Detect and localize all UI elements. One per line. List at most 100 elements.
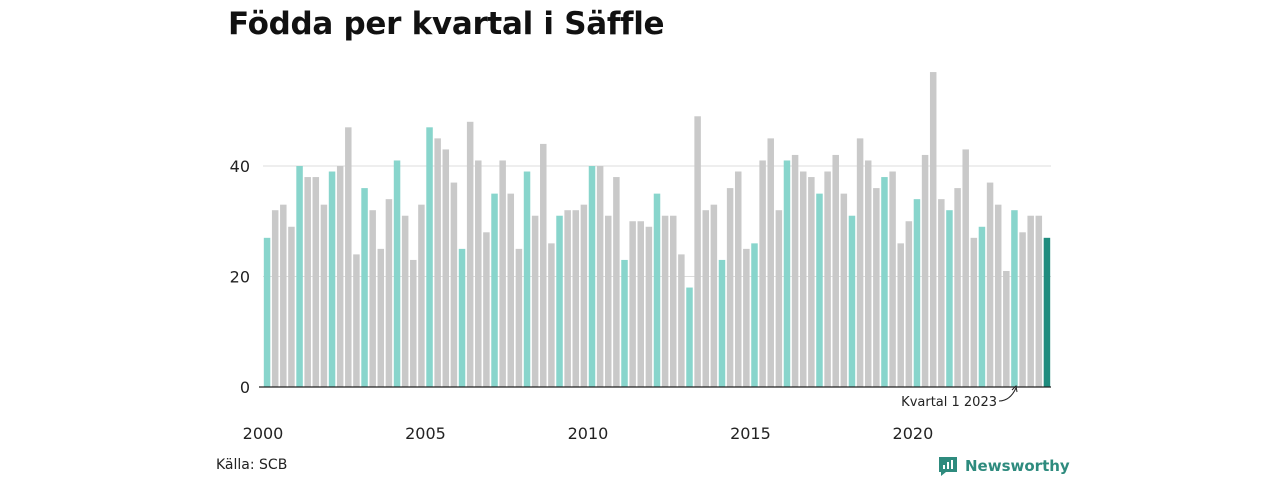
bar bbox=[824, 171, 831, 387]
bar bbox=[929, 72, 937, 387]
bar bbox=[613, 177, 620, 387]
source-note: Källa: SCB bbox=[216, 457, 288, 473]
bar bbox=[1043, 237, 1051, 387]
bar bbox=[661, 215, 669, 387]
bar bbox=[751, 243, 758, 387]
x-tick-label: 2000 bbox=[243, 424, 284, 443]
x-tick-label: 2005 bbox=[405, 424, 446, 443]
bar bbox=[759, 160, 766, 387]
bar bbox=[410, 259, 417, 388]
bar bbox=[848, 215, 856, 387]
bar bbox=[783, 160, 791, 387]
bar bbox=[596, 166, 604, 387]
bar bbox=[889, 171, 896, 387]
bar bbox=[921, 154, 929, 387]
bar bbox=[385, 199, 393, 387]
bar bbox=[678, 254, 685, 387]
bar bbox=[320, 204, 328, 387]
bar bbox=[864, 160, 872, 387]
bar bbox=[791, 154, 799, 387]
bar bbox=[637, 221, 644, 387]
bar bbox=[475, 160, 482, 387]
bar bbox=[491, 193, 498, 388]
bar bbox=[799, 171, 807, 387]
bar bbox=[304, 177, 311, 387]
bar bbox=[540, 143, 547, 387]
bar bbox=[710, 204, 718, 387]
bar bbox=[743, 248, 750, 388]
annotation: Kvartal 1 2023 bbox=[901, 384, 1018, 410]
bar bbox=[296, 166, 303, 387]
bar bbox=[686, 287, 693, 387]
bar bbox=[970, 237, 978, 387]
bar bbox=[588, 166, 596, 387]
bar bbox=[775, 210, 783, 387]
bar bbox=[312, 177, 320, 387]
bar bbox=[483, 232, 490, 387]
bar bbox=[548, 243, 555, 387]
bar bbox=[1011, 210, 1018, 387]
bar bbox=[986, 182, 994, 387]
bar bbox=[938, 199, 945, 387]
bar bbox=[978, 226, 986, 387]
bar bbox=[515, 248, 523, 388]
bar bbox=[499, 160, 506, 387]
bar bbox=[856, 138, 864, 387]
bar bbox=[605, 215, 612, 387]
bar bbox=[881, 177, 888, 387]
bar bbox=[670, 215, 677, 387]
bar bbox=[369, 210, 376, 387]
annotation-label: Kvartal 1 2023 bbox=[901, 395, 997, 410]
chart-title: Födda per kvartal i Säffle bbox=[228, 6, 665, 42]
bar bbox=[288, 226, 295, 387]
bar bbox=[718, 259, 726, 388]
brand-name: Newsworthy bbox=[965, 457, 1070, 475]
bar bbox=[653, 193, 661, 388]
bar bbox=[946, 210, 953, 387]
bar bbox=[816, 193, 823, 388]
bar bbox=[1019, 232, 1026, 387]
y-tick-label: 40 bbox=[230, 157, 250, 176]
bar bbox=[840, 193, 848, 388]
bar bbox=[767, 138, 774, 387]
bar bbox=[345, 127, 352, 387]
bar bbox=[418, 204, 425, 387]
bar bbox=[393, 160, 401, 387]
x-axis: 2000 2005 2010 2015 2020 bbox=[243, 386, 1051, 443]
bar bbox=[434, 138, 441, 387]
bar bbox=[426, 127, 433, 387]
bar bbox=[621, 259, 628, 388]
bar bbox=[702, 210, 709, 387]
bar bbox=[556, 215, 563, 387]
bar bbox=[507, 193, 515, 388]
bar bbox=[280, 204, 287, 387]
bar bbox=[1035, 215, 1043, 387]
bar bbox=[531, 215, 539, 387]
bar bbox=[629, 221, 636, 387]
bar bbox=[832, 154, 839, 387]
bar bbox=[913, 199, 921, 387]
brand-logo[interactable]: Newsworthy bbox=[937, 455, 1070, 477]
bar bbox=[328, 171, 336, 387]
annotation-arrow bbox=[998, 387, 1017, 402]
bar bbox=[954, 188, 961, 387]
annotation-arrowhead bbox=[1011, 384, 1018, 393]
y-tick-label: 20 bbox=[230, 268, 250, 287]
y-axis: 0 20 40 bbox=[230, 157, 250, 397]
bar bbox=[994, 204, 1002, 387]
bar bbox=[271, 210, 279, 387]
bar bbox=[873, 188, 880, 387]
bar bbox=[336, 166, 344, 387]
x-tick-label: 2020 bbox=[893, 424, 934, 443]
bar bbox=[905, 221, 913, 387]
bar bbox=[263, 237, 271, 387]
bar bbox=[694, 116, 701, 388]
bar bbox=[962, 149, 969, 387]
bar bbox=[450, 182, 458, 387]
x-tick-label: 2015 bbox=[730, 424, 771, 443]
bar bbox=[564, 210, 571, 387]
bar bbox=[808, 177, 815, 387]
bar bbox=[377, 248, 385, 388]
bar bbox=[442, 149, 450, 387]
